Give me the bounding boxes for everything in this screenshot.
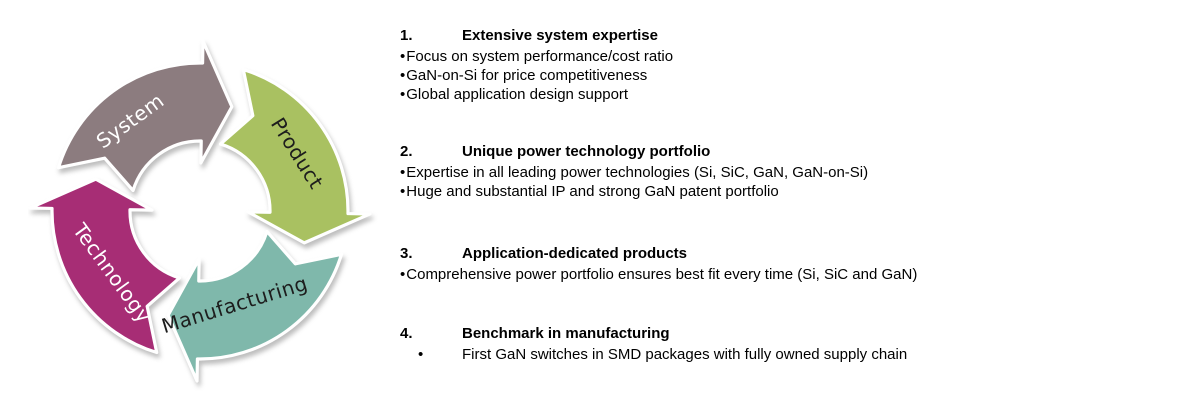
point-title-row: 1. Extensive system expertise — [400, 26, 1190, 46]
point-number: 4. — [400, 325, 413, 342]
point-title: Benchmark in manufacturing — [462, 325, 670, 342]
bullet-item: •Global application design support — [400, 85, 1190, 104]
bullet-text: Huge and substantial IP and strong GaN p… — [406, 183, 779, 200]
bullet-text: Comprehensive power portfolio ensures be… — [406, 266, 918, 283]
point-block: 3. Application-dedicated products •Compre… — [400, 244, 1190, 284]
point-number: 2. — [400, 143, 413, 160]
bullet-item: •Expertise in all leading power technolo… — [400, 163, 1190, 182]
point-title: Extensive system expertise — [462, 27, 658, 44]
bullet-icon: • — [400, 183, 406, 200]
point-number: 1. — [400, 27, 413, 44]
bullet-text: GaN-on-Si for price competitiveness — [406, 67, 648, 84]
cycle-diagram: System Product Manufacturing Technology — [28, 8, 398, 406]
bullet-text: Global application design support — [406, 86, 629, 103]
point-title-row: 4. Benchmark in manufacturing — [400, 324, 1190, 344]
point-title-row: 3. Application-dedicated products — [400, 244, 1190, 264]
bullet-icon: • — [400, 164, 406, 181]
point-number: 3. — [400, 245, 413, 262]
cycle-arrow-technology — [28, 177, 182, 355]
point-block: 1. Extensive system expertise •Focus on s… — [400, 26, 1190, 104]
cycle-arrow-product — [218, 67, 372, 245]
point-block: 4. Benchmark in manufacturing • First GaN … — [400, 324, 1190, 364]
bullet-text: Focus on system performance/cost ratio — [406, 48, 674, 65]
bullet-icon: • — [400, 86, 406, 103]
point-title: Unique power technology portfolio — [462, 143, 711, 160]
bullet-item: •Huge and substantial IP and strong GaN … — [400, 182, 1190, 201]
point-block: 2. Unique power technology portfolio •Exp… — [400, 142, 1190, 201]
cycle-arrow-manufacturing — [166, 229, 344, 383]
bullet-icon: • — [418, 346, 424, 363]
bullet-item: •Comprehensive power portfolio ensures b… — [400, 265, 1190, 284]
bullet-item: •GaN-on-Si for price competitiveness — [400, 66, 1190, 85]
point-title-row: 2. Unique power technology portfolio — [400, 142, 1190, 162]
bullet-icon: • — [400, 48, 406, 65]
bullet-icon: • — [400, 266, 406, 283]
bullet-text: Expertise in all leading power technolog… — [406, 164, 869, 181]
bullet-item: •Focus on system performance/cost ratio — [400, 47, 1190, 66]
cycle-arrow-system — [56, 39, 234, 193]
bullet-text: First GaN switches in SMD packages with … — [462, 346, 908, 363]
bullet-item: • First GaN switches in SMD packages with… — [400, 345, 1190, 364]
bullet-icon: • — [400, 67, 406, 84]
point-title: Application-dedicated products — [462, 245, 688, 262]
